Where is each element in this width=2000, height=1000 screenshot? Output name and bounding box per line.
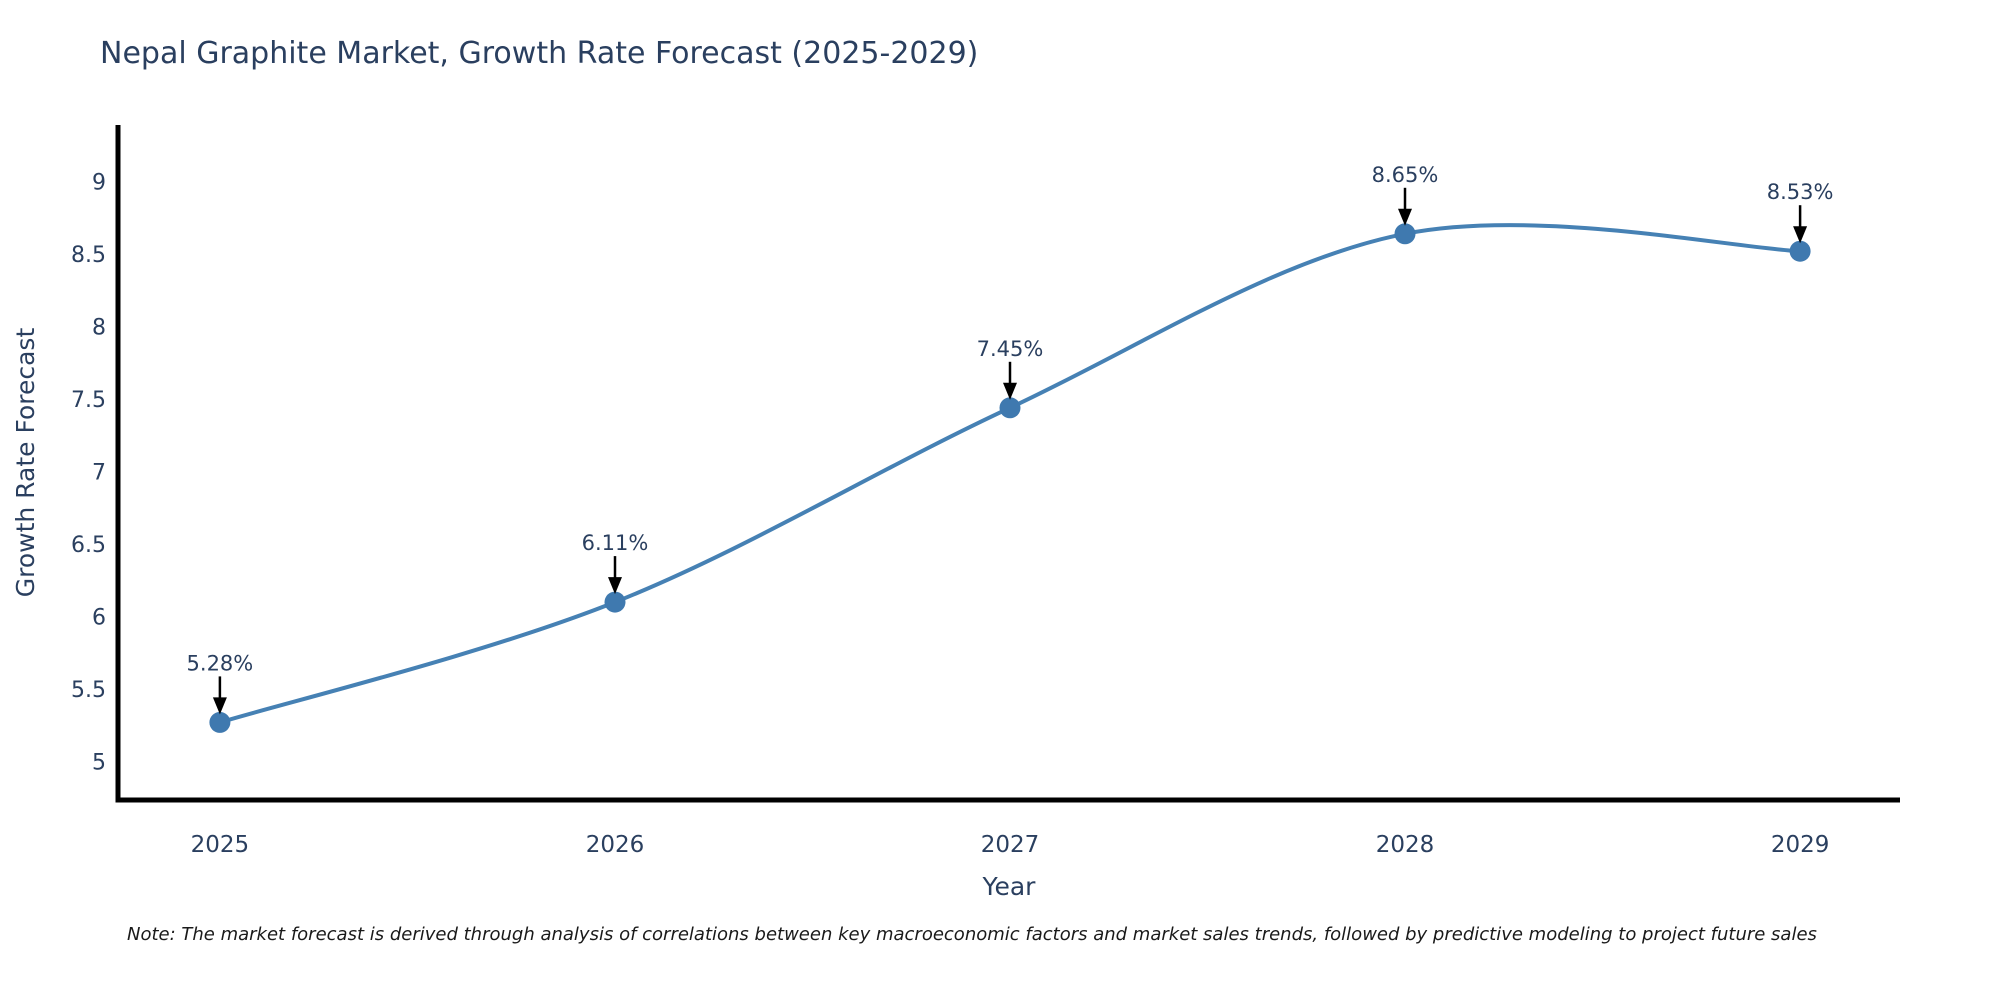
annotation-arrowhead (1003, 382, 1017, 400)
x-tick-label: 2026 (586, 832, 645, 858)
y-tick-label: 8.5 (71, 243, 106, 268)
y-tick-label: 5 (92, 751, 106, 776)
annotation-label: 8.65% (1372, 163, 1439, 187)
y-tick-label: 8 (92, 316, 106, 341)
data-point-marker (209, 711, 231, 733)
y-tick-label: 7 (92, 461, 106, 486)
x-tick-label: 2028 (1376, 832, 1435, 858)
annotation-arrowhead (1398, 208, 1412, 226)
y-tick-label: 5.5 (71, 678, 106, 703)
data-point-marker (999, 397, 1021, 419)
annotation-label: 7.45% (977, 337, 1044, 361)
annotation-arrowhead (212, 697, 227, 715)
data-point-marker (604, 591, 626, 613)
annotation-label: 8.53% (1767, 180, 1834, 204)
data-point-marker (1789, 240, 1811, 262)
x-tick-label: 2027 (981, 832, 1040, 858)
annotation-label: 6.11% (582, 531, 649, 555)
y-tick-label: 7.5 (71, 388, 106, 413)
y-tick-label: 6.5 (71, 533, 106, 558)
annotation-label: 5.28% (187, 651, 254, 675)
data-point-marker (1394, 223, 1416, 245)
annotation-arrowhead (1793, 226, 1808, 244)
y-axis-title: Growth Rate Forecast (11, 328, 40, 598)
line-series-path (219, 223, 1801, 725)
x-tick-label: 2029 (1771, 832, 1830, 858)
annotation-arrowhead (608, 577, 622, 595)
y-tick-label: 6 (92, 606, 106, 631)
y-tick-label: 9 (92, 171, 106, 196)
x-axis-title: Year (982, 872, 1037, 901)
chart-title: Nepal Graphite Market, Growth Rate Forec… (100, 36, 979, 71)
x-tick-label: 2025 (191, 832, 250, 858)
footnote: Note: The market forecast is derived thr… (127, 924, 1817, 945)
